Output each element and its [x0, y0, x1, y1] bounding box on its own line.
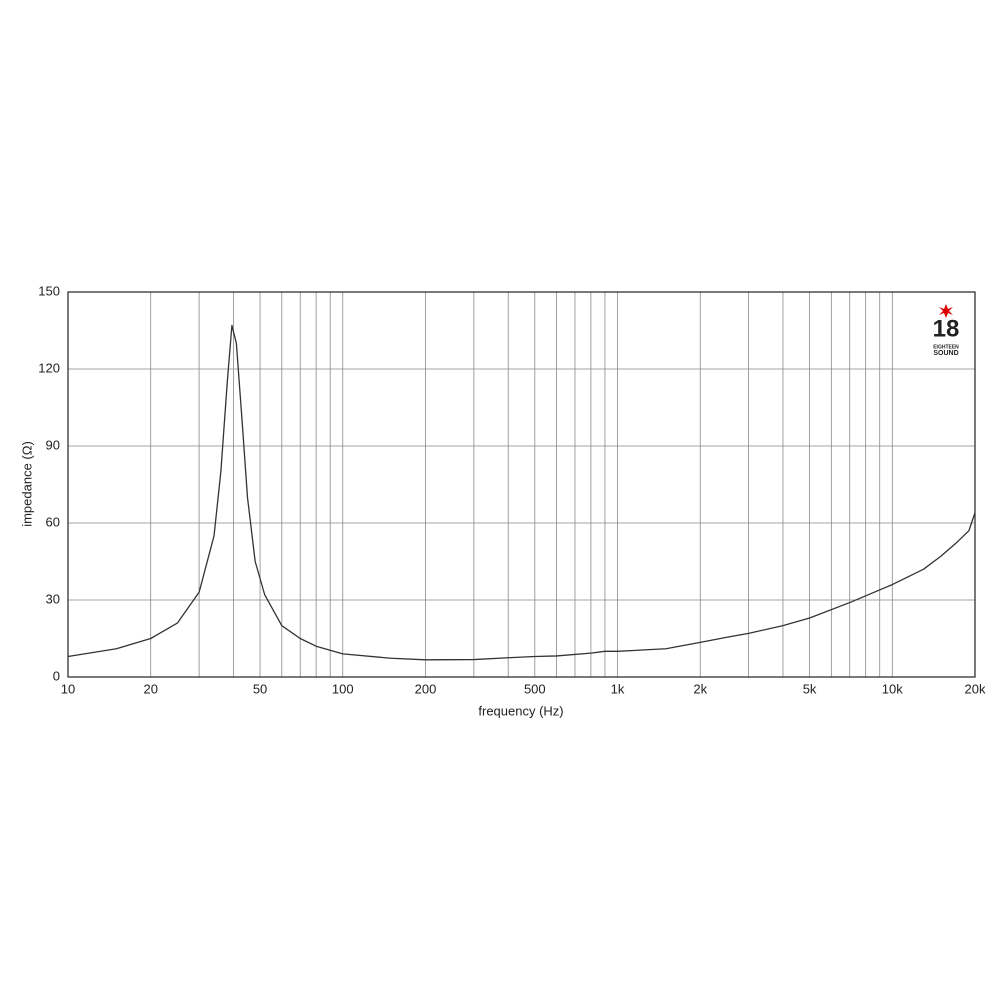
x-tick-label: 200	[415, 681, 437, 696]
x-tick-label: 5k	[803, 681, 817, 696]
logo-star	[939, 304, 953, 318]
x-tick-label: 100	[332, 681, 354, 696]
x-tick-label: 10	[61, 681, 75, 696]
logo: 18 EIGHTEEN SOUND	[933, 304, 960, 357]
x-tick-label: 500	[524, 681, 546, 696]
y-tick-label: 90	[46, 437, 60, 452]
y-tick-label: 60	[46, 514, 60, 529]
x-tick-label: 10k	[882, 681, 903, 696]
y-tick-label: 150	[38, 283, 60, 298]
logo-line1: EIGHTEEN	[933, 344, 959, 350]
logo-line2: SOUND	[933, 350, 958, 357]
x-tick-label: 20	[143, 681, 157, 696]
y-tick-label: 0	[53, 668, 60, 683]
x-tick-label: 1k	[611, 681, 625, 696]
impedance-curve	[67, 324, 976, 661]
y-tick-label: 30	[46, 591, 60, 606]
y-tick-label: 120	[38, 360, 60, 375]
x-tick-label: 2k	[693, 681, 707, 696]
y-axis-label: impedance (Ω)	[19, 441, 34, 527]
plot-frame	[67, 291, 976, 678]
logo-number: 18	[933, 315, 960, 342]
x-tick-label: 20k	[965, 681, 986, 696]
x-tick-label: 50	[253, 681, 267, 696]
x-axis-label: frequency (Hz)	[478, 703, 563, 718]
